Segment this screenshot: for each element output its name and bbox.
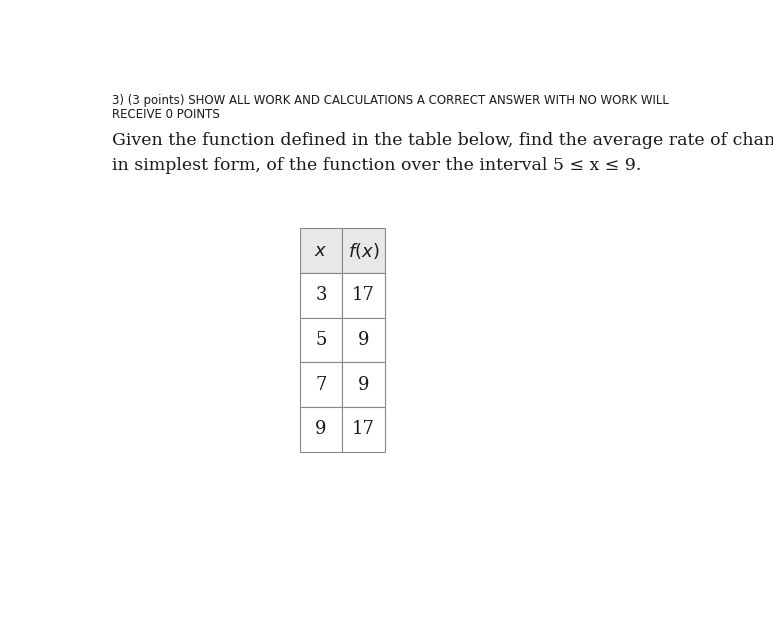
Text: RECEIVE 0 POINTS: RECEIVE 0 POINTS: [112, 108, 220, 120]
Text: 5: 5: [315, 331, 327, 349]
Text: 9: 9: [315, 420, 327, 438]
Text: 3: 3: [315, 287, 327, 305]
Text: 9: 9: [358, 331, 369, 349]
Text: $x$: $x$: [315, 242, 328, 260]
Bar: [342, 273, 385, 318]
Bar: [342, 228, 385, 273]
Bar: [300, 407, 342, 452]
Bar: [300, 273, 342, 318]
Text: in simplest form, of the function over the interval 5 ≤ x ≤ 9.: in simplest form, of the function over t…: [112, 157, 642, 174]
Text: 17: 17: [352, 420, 375, 438]
Bar: [300, 362, 342, 407]
Bar: [342, 318, 385, 362]
Text: 17: 17: [352, 287, 375, 305]
Bar: [300, 318, 342, 362]
Text: 9: 9: [358, 376, 369, 394]
Bar: [342, 407, 385, 452]
Bar: [300, 228, 342, 273]
Text: Given the function defined in the table below, find the average rate of change,: Given the function defined in the table …: [112, 132, 773, 149]
Text: $f(x)$: $f(x)$: [348, 241, 380, 261]
Text: 3) (3 points) SHOW ALL WORK AND CALCULATIONS A CORRECT ANSWER WITH NO WORK WILL: 3) (3 points) SHOW ALL WORK AND CALCULAT…: [112, 93, 669, 107]
Text: 7: 7: [315, 376, 327, 394]
Bar: [342, 362, 385, 407]
